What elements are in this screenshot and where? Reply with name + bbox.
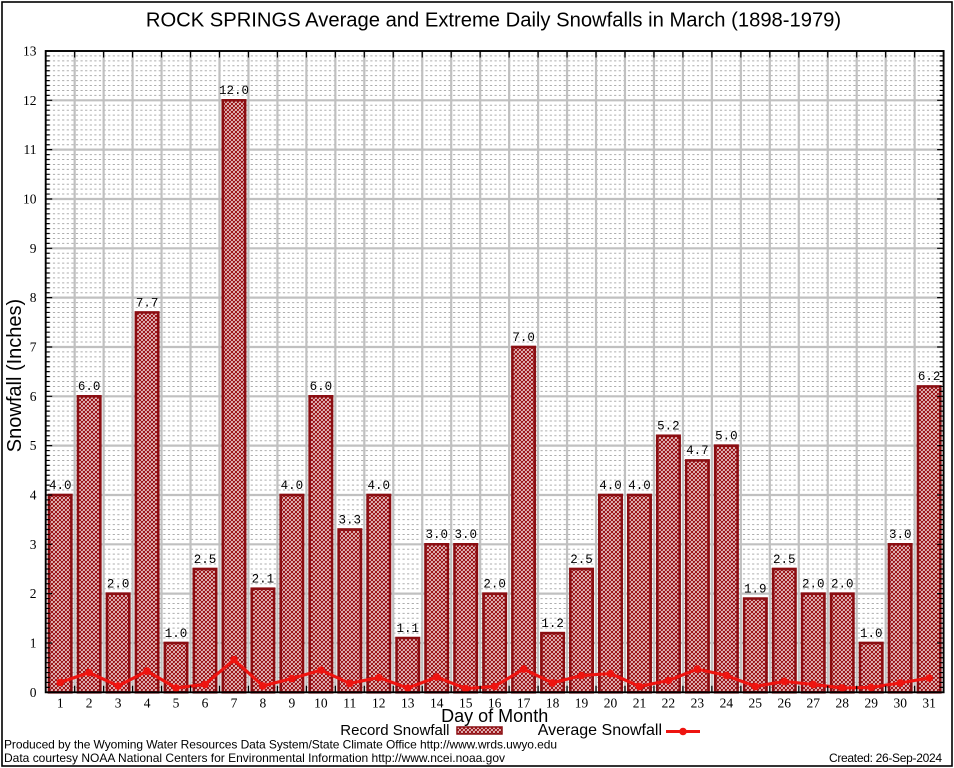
svg-text:3.0: 3.0 <box>454 528 477 542</box>
svg-text:2.5: 2.5 <box>773 553 796 567</box>
svg-text:13: 13 <box>23 44 37 59</box>
svg-text:25: 25 <box>749 696 763 711</box>
svg-text:20: 20 <box>604 696 618 711</box>
svg-text:6: 6 <box>202 696 209 711</box>
svg-text:Day of Month: Day of Month <box>441 706 548 726</box>
svg-text:6.0: 6.0 <box>310 380 333 394</box>
svg-text:Average Snowfall: Average Snowfall <box>538 722 662 739</box>
svg-text:31: 31 <box>922 696 936 711</box>
svg-text:8: 8 <box>30 290 37 305</box>
svg-text:24: 24 <box>720 696 734 711</box>
svg-text:4.0: 4.0 <box>281 479 304 493</box>
svg-text:ROCK SPRINGS Average and Extre: ROCK SPRINGS Average and Extreme Daily S… <box>146 10 841 32</box>
svg-text:12: 12 <box>372 696 386 711</box>
svg-text:4: 4 <box>30 488 37 503</box>
svg-text:5: 5 <box>30 438 37 453</box>
svg-text:11: 11 <box>343 696 356 711</box>
svg-text:1: 1 <box>57 696 64 711</box>
svg-text:6: 6 <box>30 389 37 404</box>
svg-text:10: 10 <box>314 696 328 711</box>
svg-text:1.0: 1.0 <box>860 627 883 641</box>
svg-text:17: 17 <box>517 696 531 711</box>
svg-text:2: 2 <box>86 696 93 711</box>
svg-text:12.0: 12.0 <box>219 84 249 98</box>
svg-text:6.0: 6.0 <box>78 380 101 394</box>
svg-text:1.2: 1.2 <box>541 617 564 631</box>
svg-text:5: 5 <box>173 696 180 711</box>
svg-text:1.0: 1.0 <box>165 627 188 641</box>
svg-text:4.7: 4.7 <box>686 444 709 458</box>
svg-text:7.7: 7.7 <box>136 296 159 310</box>
svg-text:3.0: 3.0 <box>425 528 448 542</box>
svg-text:9: 9 <box>30 241 37 256</box>
svg-text:5.0: 5.0 <box>715 429 738 443</box>
svg-text:9: 9 <box>289 696 296 711</box>
svg-text:1: 1 <box>30 636 37 651</box>
svg-text:Snowfall (Inches): Snowfall (Inches) <box>4 299 26 452</box>
svg-text:2.1: 2.1 <box>252 573 275 587</box>
svg-text:21: 21 <box>633 696 647 711</box>
svg-text:5.2: 5.2 <box>657 420 680 434</box>
svg-text:23: 23 <box>691 696 705 711</box>
svg-text:0: 0 <box>30 685 37 700</box>
svg-text:18: 18 <box>546 696 560 711</box>
svg-text:10: 10 <box>23 192 37 207</box>
svg-text:1.9: 1.9 <box>744 582 767 596</box>
svg-text:3: 3 <box>115 696 122 711</box>
svg-text:26: 26 <box>778 696 792 711</box>
svg-text:1.1: 1.1 <box>397 622 420 636</box>
svg-text:13: 13 <box>401 696 415 711</box>
svg-text:2.0: 2.0 <box>483 577 506 591</box>
svg-text:Created: 26-Sep-2024: Created: 26-Sep-2024 <box>829 751 942 765</box>
svg-text:Data courtesy NOAA National Ce: Data courtesy NOAA National Centers for … <box>4 751 505 765</box>
svg-text:Record Snowfall: Record Snowfall <box>340 722 449 739</box>
svg-text:4: 4 <box>144 696 151 711</box>
svg-text:4.0: 4.0 <box>368 479 391 493</box>
svg-text:Produced by the Wyoming Water: Produced by the Wyoming Water Resources … <box>4 738 557 752</box>
svg-text:29: 29 <box>864 696 878 711</box>
svg-text:30: 30 <box>893 696 907 711</box>
svg-text:8: 8 <box>260 696 267 711</box>
svg-text:14: 14 <box>430 696 444 711</box>
svg-text:3.3: 3.3 <box>339 513 362 527</box>
svg-text:4.0: 4.0 <box>49 479 72 493</box>
svg-text:27: 27 <box>807 696 821 711</box>
svg-text:2.5: 2.5 <box>194 553 217 567</box>
svg-text:7.0: 7.0 <box>512 331 535 345</box>
svg-text:4.0: 4.0 <box>628 479 651 493</box>
svg-text:15: 15 <box>459 696 473 711</box>
svg-text:19: 19 <box>575 696 589 711</box>
svg-text:4.0: 4.0 <box>599 479 622 493</box>
svg-text:2.0: 2.0 <box>802 577 825 591</box>
svg-text:3: 3 <box>30 537 37 552</box>
svg-text:2.0: 2.0 <box>107 577 130 591</box>
svg-text:3.0: 3.0 <box>889 528 912 542</box>
svg-text:12: 12 <box>23 93 37 108</box>
svg-text:7: 7 <box>231 696 238 711</box>
svg-text:2: 2 <box>30 586 37 601</box>
svg-text:6.2: 6.2 <box>918 370 941 384</box>
svg-text:7: 7 <box>30 340 37 355</box>
svg-text:2.5: 2.5 <box>570 553 593 567</box>
svg-text:11: 11 <box>24 142 37 157</box>
svg-text:28: 28 <box>835 696 849 711</box>
svg-text:2.0: 2.0 <box>831 577 854 591</box>
svg-text:22: 22 <box>662 696 676 711</box>
svg-text:16: 16 <box>488 696 502 711</box>
